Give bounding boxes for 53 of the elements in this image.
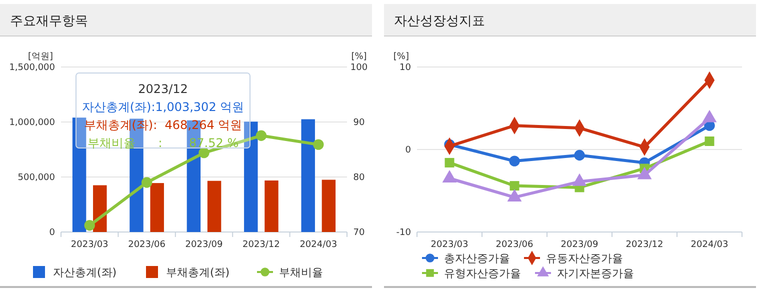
legend-label: 자기자본증가율 — [557, 266, 634, 280]
bar — [150, 183, 164, 232]
bar — [322, 180, 336, 232]
legend-label: 자산총계(좌) — [53, 266, 117, 279]
legend-label: 부채비율 — [279, 266, 323, 279]
y-tick-label: 1,500,000 — [9, 63, 56, 74]
x-tick-label: 2023/12 — [242, 240, 280, 250]
point — [141, 177, 152, 188]
y2-tick-label: 80 — [353, 173, 365, 184]
bar — [264, 180, 278, 232]
y2-tick-label: 70 — [353, 228, 365, 238]
x-tick-label: 2024/03 — [300, 240, 338, 250]
bar — [301, 119, 315, 232]
y-tick-label: 0 — [49, 228, 56, 238]
annotation: 자산총계(좌):1,003,302 억원 — [82, 100, 244, 114]
y2-axis-title: [%] — [351, 52, 367, 62]
point — [574, 150, 585, 161]
point — [256, 130, 267, 141]
x-tick-label: 2023/03 — [70, 240, 108, 250]
chart-title: 주요재무항목 — [10, 14, 88, 29]
point — [510, 181, 520, 191]
legend-label: 부채총계(좌) — [166, 266, 230, 279]
y2-tick-label: 100 — [350, 63, 368, 74]
y-axis-title: [%] — [393, 52, 409, 62]
y-tick-label: -10 — [396, 228, 412, 238]
legend-label: 총자산증가율 — [444, 252, 510, 265]
point — [84, 220, 95, 231]
y-tick-label: 500,000 — [18, 173, 56, 184]
annotation: 2023/12 — [138, 82, 188, 96]
point — [444, 158, 454, 168]
x-tick-label: 2023/12 — [626, 240, 664, 250]
y-tick-label: 0 — [405, 146, 412, 156]
x-tick-label: 2024/03 — [690, 240, 728, 250]
bar — [244, 122, 258, 232]
x-tick-label: 2023/06 — [496, 240, 534, 250]
x-tick-label: 2023/09 — [185, 240, 223, 250]
chart-title: 자산성장성지표 — [394, 14, 485, 29]
bar — [72, 118, 86, 232]
y2-tick-label: 90 — [353, 118, 365, 128]
x-tick-label: 2023/09 — [560, 240, 598, 250]
bar — [207, 180, 222, 232]
legend-label: 유동자산증가율 — [546, 252, 623, 265]
point — [704, 136, 714, 146]
x-tick-label: 2023/03 — [430, 240, 468, 250]
y-tick-label: 10 — [400, 63, 412, 74]
point — [198, 147, 210, 158]
y-axis-title: [억원] — [28, 52, 53, 62]
x-tick-label: 2023/06 — [128, 240, 166, 250]
point — [313, 139, 324, 150]
bar — [93, 185, 107, 232]
point — [509, 156, 520, 166]
y-tick-label: 1,000,000 — [9, 118, 56, 128]
legend-label: 유형자산증가율 — [444, 266, 521, 280]
